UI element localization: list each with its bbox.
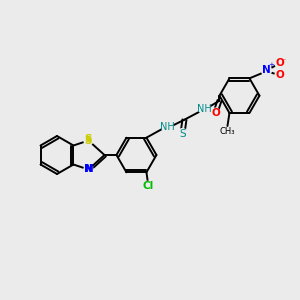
Text: NH: NH [197, 104, 212, 114]
Text: O: O [275, 58, 284, 68]
Circle shape [143, 181, 154, 191]
Circle shape [84, 165, 93, 174]
Circle shape [211, 108, 220, 117]
Text: O: O [211, 108, 220, 118]
Text: N: N [262, 65, 271, 75]
Text: +: + [268, 62, 274, 68]
Circle shape [275, 71, 284, 80]
Text: S: S [179, 129, 186, 139]
Text: NH: NH [160, 122, 175, 132]
Circle shape [262, 65, 272, 75]
Circle shape [162, 121, 173, 132]
Circle shape [84, 136, 93, 145]
Text: CH₃: CH₃ [220, 127, 235, 136]
Text: S: S [85, 136, 92, 146]
Text: S: S [85, 134, 92, 145]
Circle shape [178, 129, 188, 139]
Circle shape [199, 103, 210, 114]
Text: ⁻: ⁻ [281, 56, 286, 65]
Text: Cl: Cl [143, 181, 154, 191]
Circle shape [275, 59, 284, 68]
Text: O: O [275, 70, 284, 80]
Text: N: N [84, 164, 93, 175]
Text: N: N [85, 164, 94, 175]
